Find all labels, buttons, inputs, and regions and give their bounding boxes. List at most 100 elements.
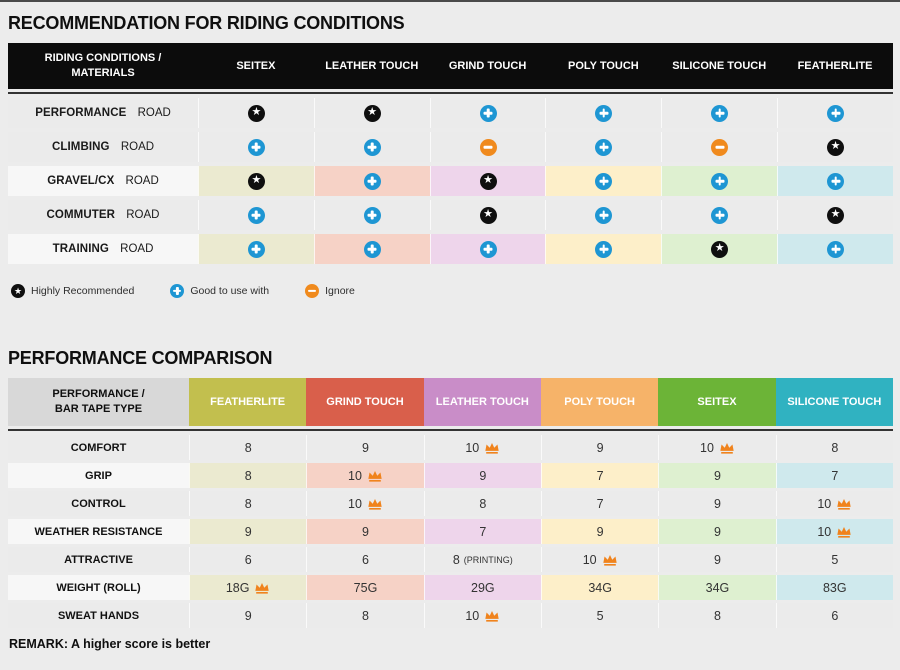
performance-row-label: GRIP (85, 469, 112, 482)
legend-label: Good to use with (190, 285, 270, 297)
rating-cell (545, 200, 661, 230)
score-value: 8 (244, 468, 252, 483)
score-cell: 7 (540, 491, 658, 516)
score-value: 8 (244, 496, 252, 511)
riding-corner-header: RIDING CONDITIONS / MATERIALS (44, 52, 162, 79)
score-cell: 10 (423, 603, 541, 628)
score-cell: 7 (540, 463, 659, 488)
score-cell: 5 (540, 603, 658, 628)
score-value: 9 (714, 552, 721, 567)
star-icon: ★ (479, 172, 497, 190)
material-column-header: FEATHERLITE (797, 59, 873, 72)
score-cell: 9 (658, 547, 775, 572)
star-icon: ★ (827, 138, 845, 156)
bar-tape-column-header: FEATHERLITE (189, 378, 307, 426)
crown-icon (255, 583, 270, 594)
rating-cell: ★ (198, 98, 314, 128)
remark: REMARK: A higher score is better (9, 637, 211, 651)
rating-cell: ★ (429, 166, 546, 196)
legend-item: ★ Highly Recommended (11, 284, 134, 298)
rating-cell (545, 234, 662, 264)
legend-item: Ignore (305, 284, 355, 298)
rating-cell: ★ (313, 98, 430, 128)
score-value: 7 (596, 468, 604, 483)
score-cell: 8 (306, 603, 423, 628)
rating-cell (545, 98, 661, 128)
rating-cell (545, 166, 662, 196)
material-column-header: LEATHER TOUCH (325, 59, 419, 72)
performance-row-label: CONTROL (71, 497, 126, 510)
score-value: 10 (465, 440, 480, 455)
score-cell: 8 (PRINTING) (423, 547, 541, 572)
rating-cell: ★ (777, 132, 893, 162)
riding-row: GRAVEL/CX ROAD ★ ★ (8, 166, 893, 196)
performance-table-body: COMFORT 8 9 10 9 10 8 GRIP 8 10 9 7 9 7 CONTROL 8 10 8 7 9 1… (8, 435, 893, 628)
riding-condition: CLIMBING (51, 141, 110, 153)
riding-row-label: GRAVEL/CX ROAD (8, 166, 198, 196)
score-cell: 34G (658, 575, 776, 600)
score-value: 7 (479, 524, 487, 539)
riding-row-label: COMMUTER ROAD (8, 200, 198, 230)
performance-row-label: SWEAT HANDS (57, 609, 140, 622)
score-cell: 9 (540, 519, 659, 544)
score-cell: 83G (775, 575, 893, 600)
score-value: 9 (596, 440, 604, 455)
score-value: 5 (596, 608, 604, 623)
rating-cell (313, 234, 430, 264)
rating-cell (661, 200, 777, 230)
plus-icon (479, 104, 497, 122)
riding-row: PERFORMANCE ROAD ★ ★ (8, 98, 893, 128)
material-column-header: SEITEX (236, 59, 276, 72)
score-cell: 18G (189, 575, 307, 600)
score-value: 9 (244, 524, 252, 539)
performance-row-label: COMFORT (70, 441, 127, 454)
plus-icon (827, 104, 845, 122)
score-value: 9 (362, 440, 369, 455)
score-cell: 9 (658, 463, 776, 488)
score-cell: 5 (775, 547, 893, 572)
performance-corner-header: PERFORMANCE / BAR TAPE TYPE (8, 378, 189, 426)
score-cell: 9 (423, 463, 541, 488)
score-cell: 34G (540, 575, 659, 600)
material-column-header: GRIND TOUCH (448, 59, 527, 72)
score-value: 9 (479, 468, 487, 483)
riding-table-body: PERFORMANCE ROAD ★ ★ CLIMBING ROAD ★ GRAVEL/C… (8, 98, 893, 264)
rating-cell (313, 166, 430, 196)
plus-icon (711, 172, 729, 190)
riding-row-label: CLIMBING ROAD (8, 132, 198, 162)
score-value: 8 (479, 496, 487, 511)
riding-table-header: RIDING CONDITIONS / MATERIALS SEITEX LEATH… (8, 43, 893, 89)
bar-tape-column-header: SILICONE TOUCH (775, 378, 893, 426)
score-value: 10 (582, 552, 597, 567)
material-column-header: POLY TOUCH (568, 59, 639, 72)
bar-tape-column-header: SEITEX (658, 378, 776, 426)
score-value: 9 (714, 496, 721, 511)
performance-row: WEIGHT (ROLL) 18G 75G 29G 34G 34G 83G (8, 575, 893, 600)
score-value: 29G (471, 580, 495, 595)
rating-legend: ★ Highly Recommended Good to use with Ignor… (11, 284, 893, 298)
score-cell: 8 (189, 435, 306, 460)
plus-icon (827, 240, 845, 258)
plus-icon (363, 138, 381, 156)
plus-icon (170, 284, 185, 298)
score-cell: 8 (189, 463, 307, 488)
star-icon: ★ (247, 104, 265, 122)
score-cell: 10 (540, 547, 658, 572)
plus-icon (595, 172, 613, 190)
star-icon: ★ (11, 284, 25, 298)
score-value: 9 (714, 524, 721, 539)
score-value: 8 (244, 440, 252, 455)
score-value: 7 (831, 468, 839, 483)
rating-cell: ★ (661, 234, 778, 264)
plus-icon (595, 104, 613, 122)
score-value: 10 (817, 524, 832, 539)
score-cell: 8 (423, 491, 541, 516)
score-cell: 6 (775, 603, 893, 628)
score-value: 83G (822, 580, 847, 595)
rating-cell (198, 132, 314, 162)
ignore-icon (305, 284, 320, 298)
rating-cell (661, 166, 778, 196)
page: RECOMMENDATION FOR RIDING CONDITIONS RID… (0, 2, 900, 651)
score-value: 6 (831, 608, 839, 623)
star-icon: ★ (479, 206, 497, 224)
